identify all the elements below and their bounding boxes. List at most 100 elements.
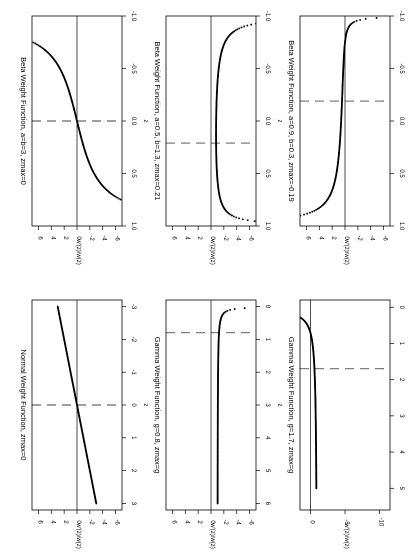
y-tick-label: 0 — [75, 236, 81, 240]
curve-point — [26, 39, 28, 41]
y-tick-label: 2 — [330, 236, 336, 240]
chart-title: Gamma Weight Function, g=1.7, zmax=g — [287, 337, 296, 474]
curve-point — [24, 38, 26, 40]
curve-point — [228, 212, 230, 215]
curve-point — [283, 217, 285, 219]
y-tick-label: -10 — [378, 518, 384, 527]
y-tick-label: 4 — [183, 520, 189, 524]
x-tick-label: 6 — [264, 502, 270, 506]
chart-panel-3: -1.0-0.50.00.51.0z-6-4-20246w'(z)/w(z)Be… — [283, 11, 408, 265]
curve-point — [297, 316, 299, 318]
x-tick-label: 0.0 — [398, 117, 404, 126]
x-tick-label: 1.0 — [130, 222, 136, 231]
y-tick-label: 6 — [36, 520, 42, 524]
curve-point — [12, 34, 14, 36]
y-tick-label: -4 — [235, 235, 241, 241]
y-axis-label: w'(z)/w(z) — [209, 238, 215, 264]
x-tick-label: 1 — [398, 342, 404, 346]
curve-point — [241, 218, 244, 221]
curve-point — [29, 40, 31, 42]
y-tick-label: 2 — [196, 236, 202, 240]
y-axis-label: w'(z)/w(z) — [75, 238, 81, 264]
x-tick-label: 0 — [264, 305, 270, 309]
y-tick-label: -2 — [222, 235, 228, 241]
curve-point — [303, 213, 306, 216]
y-tick-label: 6 — [170, 236, 176, 240]
curve-point — [32, 40, 33, 43]
curve-point — [34, 42, 37, 45]
curve-point — [315, 208, 318, 211]
y-tick-label: -2 — [222, 519, 228, 525]
curve-point — [32, 41, 35, 44]
x-tick-label: -1.0 — [130, 11, 136, 22]
curve-point — [21, 37, 23, 39]
y-tick-label: -4 — [101, 235, 107, 241]
curve-point — [355, 19, 358, 22]
curve-point — [293, 314, 295, 316]
curve-point — [111, 193, 114, 196]
x-tick-label: 3 — [264, 403, 270, 407]
curve-point — [37, 44, 40, 47]
y-tick-label: -6 — [114, 235, 120, 241]
curve-point — [306, 212, 309, 215]
y-tick-label: -6 — [248, 235, 254, 241]
x-tick-label: 4 — [398, 450, 404, 454]
y-tick-label: -2 — [88, 235, 94, 241]
curve-point — [283, 312, 285, 314]
y-tick-label: 2 — [62, 520, 68, 524]
x-tick-label: 1 — [130, 436, 136, 440]
chart-panel-4: -3 -2 -1 0 1 2 3 z -6 -4 -2 0 2 4 6 w'(z)/w(z) Normal We… — [19, 299, 148, 549]
curve-point — [119, 198, 122, 201]
curve-point — [231, 214, 233, 217]
x-tick-label: 4 — [264, 436, 270, 440]
y-tick-label: -2 — [356, 235, 362, 241]
x-tick-label: 1.0 — [264, 222, 270, 231]
y-tick-label: 4 — [49, 236, 55, 240]
curve-points — [283, 16, 408, 219]
curve-point — [250, 23, 253, 26]
y-tick-label: 0 — [75, 520, 81, 524]
curve-point — [235, 216, 238, 219]
curve-points — [215, 22, 263, 223]
y-tick-label: -4 — [101, 519, 107, 525]
x-axis-label: z — [142, 120, 148, 123]
y-tick-label: 4 — [49, 520, 55, 524]
chart-panel-6: 012345z-10-50w'(z)/w(z)Gamma Weight Func… — [283, 299, 404, 549]
curve-point — [261, 22, 263, 24]
y-tick-label: 6 — [36, 236, 42, 240]
curve-point — [295, 215, 297, 217]
x-tick-label: 2 — [130, 469, 136, 473]
curve-point — [359, 18, 362, 21]
curve-point — [95, 502, 98, 505]
y-tick-label: -6 — [382, 235, 388, 241]
curve-point — [15, 35, 17, 37]
curve-point — [296, 315, 298, 317]
y-tick-label: 4 — [183, 236, 189, 240]
chart-panel-2: -1.0 -0.5 0.0 0.5 1.0 z -6 -4 -2 0 2 4 6 w'(z)/w(z) Be… — [153, 11, 282, 265]
curve-point — [311, 210, 314, 213]
y-tick-label: 4 — [317, 236, 323, 240]
curve-point — [406, 16, 408, 18]
curve-points — [12, 34, 130, 204]
chart-title: Beta Weight Function, a=0.9, b=0.3, zmax… — [287, 40, 296, 201]
curve-point — [290, 216, 292, 218]
curve-points — [216, 307, 246, 505]
curve-point — [246, 219, 249, 222]
curve-point — [128, 202, 130, 204]
y-axis-label: w'(z)/w(z) — [343, 238, 349, 264]
x-tick-label: 0.5 — [264, 169, 270, 178]
x-tick-label: -0.5 — [398, 63, 404, 74]
x-tick-label: 3 — [398, 414, 404, 418]
y-tick-label: 6 — [304, 236, 310, 240]
x-tick-label: -0.5 — [264, 63, 270, 74]
curve-point — [114, 195, 117, 198]
y-tick-label: -4 — [235, 519, 241, 525]
x-tick-label: 0.0 — [130, 117, 136, 126]
x-tick-label: 1.0 — [398, 222, 404, 231]
curve-point — [121, 199, 122, 202]
curve-point — [113, 194, 115, 197]
curve-point — [243, 25, 246, 28]
curve-point — [229, 213, 232, 216]
curve-point — [233, 308, 236, 310]
